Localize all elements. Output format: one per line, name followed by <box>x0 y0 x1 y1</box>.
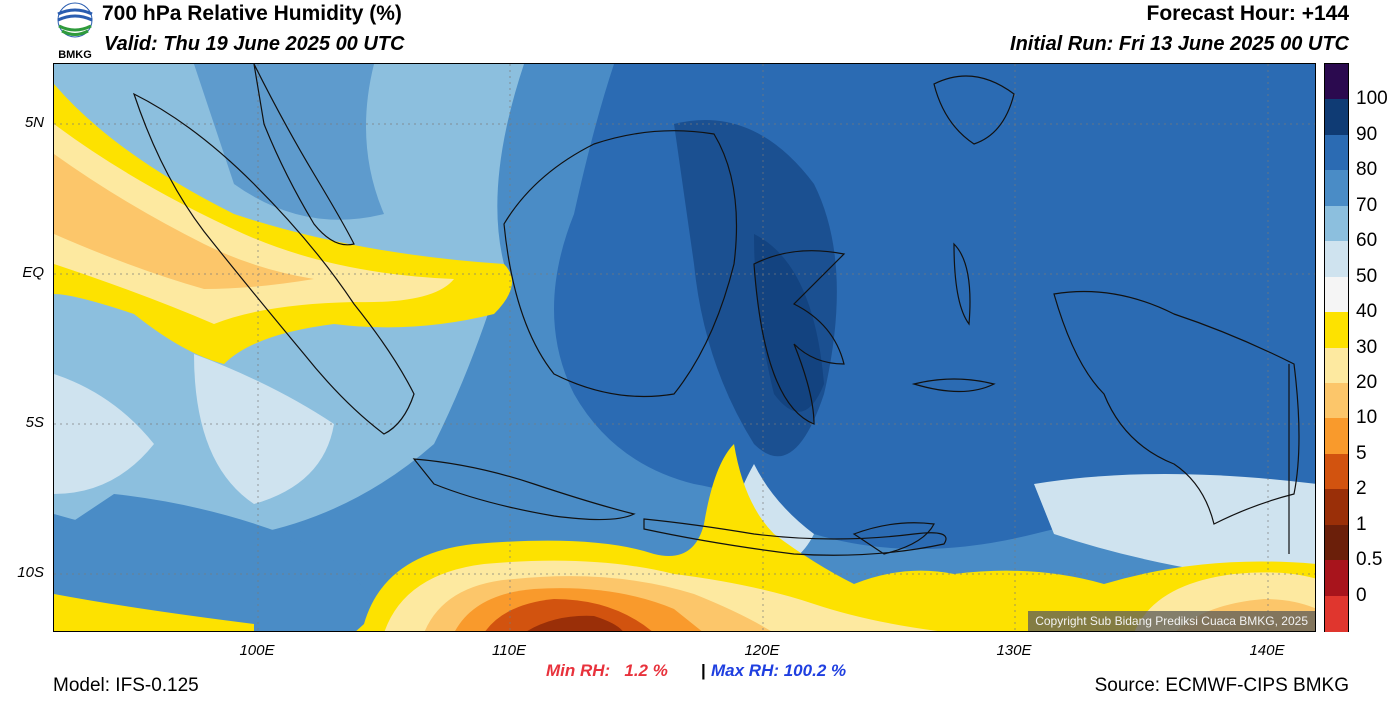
colorbar-segment <box>1325 241 1348 278</box>
colorbar-segment <box>1325 489 1348 526</box>
colorbar-segment <box>1325 170 1348 207</box>
colorbar-label: 5 <box>1356 442 1367 464</box>
lon-tick-100e: 100E <box>239 642 275 659</box>
lon-tick-130e: 130E <box>996 642 1032 659</box>
colorbar-label: 30 <box>1356 336 1378 358</box>
colorbar <box>1324 63 1349 632</box>
map-canvas <box>54 64 1315 631</box>
coastlines <box>132 64 1300 556</box>
colorbar-label: 2 <box>1356 478 1367 500</box>
colorbar-segment <box>1325 560 1348 597</box>
lon-tick-140e: 140E <box>1249 642 1285 659</box>
colorbar-label: 60 <box>1356 230 1378 252</box>
colorbar-segment <box>1325 276 1348 313</box>
valid-time: Valid: Thu 19 June 2025 00 UTC <box>104 33 405 55</box>
colorbar-segment <box>1325 134 1348 171</box>
max-rh: Max RH: 100.2 % <box>711 661 847 680</box>
source-label: Source: ECMWF-CIPS BMKG <box>1094 675 1349 696</box>
colorbar-segment <box>1325 347 1348 384</box>
colorbar-segment <box>1325 382 1348 419</box>
colorbar-label: 0.5 <box>1356 549 1383 571</box>
forecast-hour: Forecast Hour: +144 <box>1146 2 1350 25</box>
colorbar-segment <box>1325 418 1348 455</box>
map-title: 700 hPa Relative Humidity (%) <box>102 2 402 25</box>
lon-tick-120e: 120E <box>744 642 780 659</box>
colorbar-segment <box>1325 64 1348 100</box>
logo-text: BMKG <box>58 49 92 60</box>
rh-separator: | <box>701 661 706 680</box>
lat-tick-10s: 10S <box>17 564 44 581</box>
colorbar-label: 0 <box>1356 584 1367 606</box>
colorbar-label: 10 <box>1356 407 1378 429</box>
colorbar-segment <box>1325 205 1348 242</box>
min-rh: Min RH: 1.2 % <box>546 661 668 680</box>
colorbar-label: 90 <box>1356 123 1378 145</box>
colorbar-label: 80 <box>1356 159 1378 181</box>
colorbar-label: 50 <box>1356 265 1378 287</box>
lat-tick-5s: 5S <box>25 414 44 431</box>
colorbar-segment <box>1325 99 1348 136</box>
colorbar-label: 70 <box>1356 194 1378 216</box>
colorbar-label: 20 <box>1356 371 1378 393</box>
colorbar-segment <box>1325 312 1348 348</box>
colorbar-segment <box>1325 524 1348 561</box>
lat-tick-5n: 5N <box>24 114 44 131</box>
humidity-map: Copyright Sub Bidang Prediksi Cuaca BMKG… <box>53 63 1316 632</box>
bmkg-logo: BMKG <box>57 2 93 60</box>
lat-tick-eq: EQ <box>22 264 44 281</box>
colorbar-segment <box>1325 453 1348 490</box>
initial-run: Initial Run: Fri 13 June 2025 00 UTC <box>1010 33 1349 55</box>
colorbar-label: 40 <box>1356 301 1378 323</box>
colorbar-label: 100 <box>1356 88 1388 110</box>
lon-tick-110e: 110E <box>492 642 526 659</box>
model-label: Model: IFS-0.125 <box>53 675 199 696</box>
colorbar-segment <box>1325 595 1348 632</box>
copyright-notice: Copyright Sub Bidang Prediksi Cuaca BMKG… <box>1028 611 1315 631</box>
colorbar-label: 1 <box>1356 513 1367 535</box>
